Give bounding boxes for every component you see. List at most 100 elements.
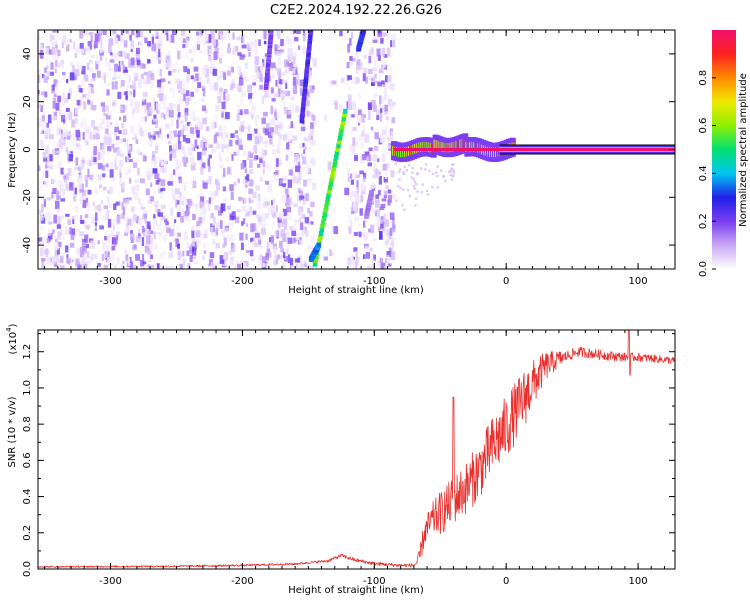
heatmap-cell — [426, 193, 430, 196]
heatmap-cell — [387, 189, 392, 194]
heatmap-cell — [127, 258, 130, 264]
heatmap-cell — [150, 182, 153, 187]
heatmap-cell — [177, 243, 180, 249]
heatmap-cell — [116, 234, 119, 241]
heatmap-cell — [227, 47, 231, 54]
heatmap-cell — [287, 53, 292, 63]
heatmap-cell — [210, 193, 215, 201]
heatmap-cell — [99, 42, 103, 49]
heatmap-cell — [335, 147, 340, 152]
heatmap-cell — [347, 86, 351, 92]
heatmap-cell — [210, 58, 214, 67]
heatmap-cell — [370, 126, 374, 131]
heatmap-cell — [358, 121, 361, 126]
heatmap-cell — [160, 262, 166, 268]
heatmap-cell — [160, 124, 163, 129]
heatmap-cell — [224, 252, 229, 261]
heatmap-cell — [143, 71, 149, 76]
heatmap-cell — [140, 127, 143, 137]
heatmap-cell — [150, 254, 153, 259]
heatmap-cell — [91, 253, 94, 261]
heatmap-cell — [271, 130, 273, 136]
heatmap-cell — [122, 50, 127, 57]
heatmap-cell — [124, 199, 129, 204]
heatmap-cell — [259, 176, 264, 182]
heatmap-cell — [165, 123, 171, 130]
heatmap-cell — [285, 90, 290, 97]
heatmap-cell — [127, 197, 132, 201]
heatmap-cell — [246, 111, 252, 115]
heatmap-cell — [212, 238, 216, 245]
heatmap-cell — [348, 94, 352, 104]
heatmap-cell — [83, 74, 89, 82]
heatmap-cell — [38, 187, 42, 192]
heatmap-cell — [142, 64, 146, 69]
heatmap-cell — [168, 102, 174, 111]
heatmap-cell — [138, 217, 143, 225]
heatmap-cell — [361, 154, 367, 161]
heatmap-cell — [310, 156, 313, 160]
heatmap-cell — [157, 263, 160, 269]
heatmap-cell — [176, 212, 181, 218]
heatmap-cell — [81, 159, 85, 163]
heatmap-cell — [114, 132, 119, 137]
heatmap-cell — [277, 137, 281, 146]
heatmap-cell — [340, 120, 346, 126]
heatmap-cell — [135, 235, 141, 243]
heatmap-cell — [350, 220, 353, 227]
heatmap-cell — [125, 254, 129, 262]
heatmap-cell — [142, 213, 147, 220]
heatmap-cell — [288, 169, 293, 176]
heatmap-cell — [144, 116, 147, 122]
heatmap-cell — [290, 257, 294, 266]
heatmap-cell — [159, 128, 162, 134]
heatmap-cell — [53, 66, 56, 71]
heatmap-cell — [172, 192, 176, 202]
heatmap-cell — [229, 213, 233, 218]
heatmap-cell — [125, 30, 129, 34]
heatmap-cell — [283, 208, 288, 217]
heatmap-cell — [147, 41, 151, 47]
heatmap-cell — [218, 91, 223, 96]
heatmap-cell — [85, 45, 91, 54]
heatmap-cell — [245, 184, 248, 188]
heatmap-cell — [71, 65, 75, 73]
heatmap-cell — [392, 39, 395, 48]
heatmap-cell — [175, 62, 179, 66]
heatmap-cell — [141, 237, 145, 246]
heatmap-cell — [251, 114, 254, 120]
heatmap-cell — [85, 129, 89, 134]
heatmap-cell — [267, 207, 270, 216]
heatmap-cell — [67, 229, 72, 235]
heatmap-cell — [150, 141, 154, 145]
heatmap-cell — [182, 135, 186, 142]
heatmap-cell — [177, 232, 181, 237]
heatmap-cell — [196, 130, 200, 138]
heatmap-cell — [108, 233, 114, 237]
heatmap-cell — [182, 150, 187, 154]
heatmap-cell — [448, 170, 451, 174]
heatmap-cell — [185, 90, 190, 97]
heatmap-cell — [271, 88, 274, 94]
heatmap-cell — [207, 56, 213, 62]
heatmap-cell — [157, 178, 161, 182]
heatmap-cell — [202, 142, 207, 151]
heatmap-cell — [270, 235, 274, 244]
heatmap-cell — [153, 231, 157, 240]
heatmap-cell — [264, 90, 269, 98]
heatmap-cell — [408, 194, 412, 198]
heatmap-cell — [351, 77, 356, 83]
heatmap-cell — [165, 266, 171, 269]
heatmap-cell — [299, 87, 303, 96]
heatmap-cell — [158, 212, 163, 217]
heatmap-cell — [297, 255, 302, 259]
heatmap-cell — [365, 76, 369, 84]
heatmap-cell — [199, 208, 204, 218]
heatmap-cell — [74, 118, 78, 124]
heatmap-cell — [127, 218, 132, 226]
heatmap-cell — [360, 156, 364, 164]
heatmap-cell — [327, 161, 332, 171]
heatmap-cell — [355, 54, 359, 62]
heatmap-cell — [178, 112, 181, 117]
